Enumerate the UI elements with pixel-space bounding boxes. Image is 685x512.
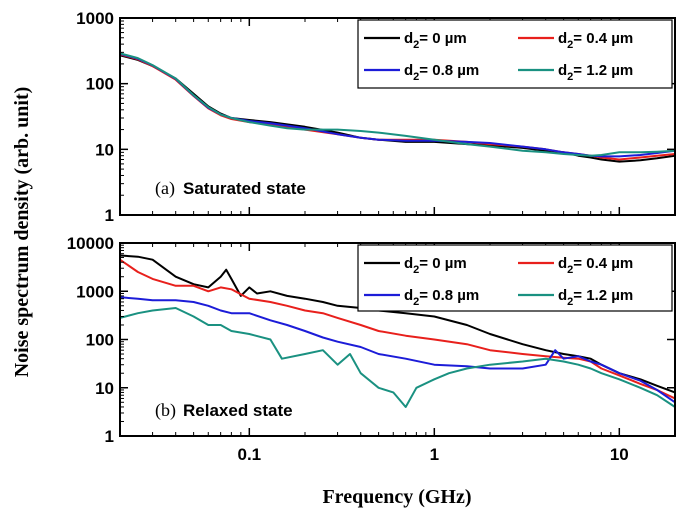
- legend-label-4: d2= 1.2 µm: [558, 287, 633, 308]
- panel-b-title: Relaxed state: [183, 401, 293, 420]
- y-tick-label: 10: [95, 140, 114, 159]
- x-tick-label: 0.1: [237, 445, 261, 464]
- x-axis-label: Frequency (GHz): [322, 486, 471, 508]
- legend-label-2: d2= 0.4 µm: [558, 30, 633, 51]
- panel-a-plot-frame: [119, 17, 676, 216]
- y-tick-label: 1000: [76, 282, 114, 301]
- legend-label-1: d2= 0 µm: [404, 255, 467, 276]
- y-tick-label: 1: [105, 427, 114, 446]
- panel-a-legend: d2= 0 µm d2= 0.4 µm d2= 0.8 µm d2= 1.2 µm: [357, 19, 673, 89]
- legend-label-2: d2= 0.4 µm: [558, 255, 633, 276]
- panel-b-series-line-3: [120, 296, 675, 404]
- y-tick-label: 10: [95, 379, 114, 398]
- legend-label-3: d2= 0.8 µm: [404, 287, 479, 308]
- panel-a-series-line-4: [120, 52, 675, 157]
- y-tick-label: 10000: [67, 234, 114, 253]
- legend-label-1: d2= 0 µm: [404, 30, 467, 51]
- y-tick-label: 100: [86, 331, 114, 350]
- y-tick-label: 1: [105, 206, 114, 225]
- panel-a-axis-ticks: 1 10 100 1000: [76, 9, 676, 225]
- panel-b-axis-ticks: 1 10 100 1000 10000 0.1 1 10: [67, 234, 676, 464]
- y-tick-label: 1000: [76, 9, 114, 28]
- y-axis-label: Noise spectrum density (arb. unit): [11, 87, 33, 378]
- y-tick-label: 100: [86, 75, 114, 94]
- legend-box: [357, 19, 673, 89]
- x-tick-label: 1: [430, 445, 439, 464]
- panel-b-series-line-4: [120, 307, 675, 408]
- legend-label-3: d2= 0.8 µm: [404, 62, 479, 83]
- panel-b-legend: d2= 0 µm d2= 0.4 µm d2= 0.8 µm d2= 1.2 µm: [357, 244, 673, 312]
- legend-box: [357, 244, 673, 312]
- legend-label-4: d2= 1.2 µm: [558, 62, 633, 83]
- panel-a-series-group: [120, 52, 675, 163]
- panel-b-letter: (b): [155, 400, 176, 421]
- panel-b-series-line-1: [120, 254, 675, 394]
- panel-a-letter: (a): [155, 178, 175, 199]
- x-tick-label: 10: [610, 445, 629, 464]
- panel-a-title: Saturated state: [183, 179, 306, 198]
- panel-b-relaxed-state: 1 10 100 1000 10000 0.1 1 10 d2= 0 µm d2= 0.4 µm…: [67, 234, 676, 464]
- panel-b-series-group: [120, 254, 675, 408]
